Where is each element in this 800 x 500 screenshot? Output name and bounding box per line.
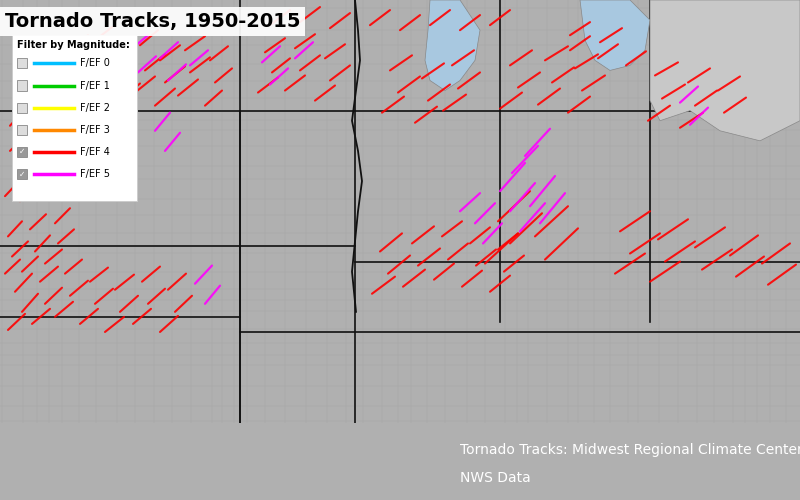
Bar [17, 169, 27, 179]
Text: F/EF 0: F/EF 0 [80, 58, 110, 68]
Bar [17, 124, 27, 135]
Polygon shape [650, 0, 800, 141]
Text: F/EF 5: F/EF 5 [80, 169, 110, 179]
Text: F/EF 1: F/EF 1 [80, 80, 110, 90]
Text: Tornado Tracks, 1950-2015: Tornado Tracks, 1950-2015 [5, 12, 301, 31]
Text: F/EF 4: F/EF 4 [80, 147, 110, 157]
Text: ✓: ✓ [19, 170, 25, 178]
Bar [17, 80, 27, 90]
Polygon shape [425, 0, 480, 90]
Text: Filter by Magnitude:: Filter by Magnitude: [17, 40, 130, 50]
Text: NWS Data: NWS Data [460, 472, 530, 486]
Text: ✓: ✓ [19, 148, 25, 156]
Text: F/EF 2: F/EF 2 [80, 102, 110, 113]
Text: F/EF 3: F/EF 3 [80, 125, 110, 135]
Bar [17, 147, 27, 157]
Bar [12, 35, 137, 201]
Bar [17, 58, 27, 68]
Polygon shape [580, 0, 650, 70]
Bar [17, 102, 27, 113]
Text: Tornado Tracks: Midwest Regional Climate Center: Tornado Tracks: Midwest Regional Climate… [460, 442, 800, 456]
